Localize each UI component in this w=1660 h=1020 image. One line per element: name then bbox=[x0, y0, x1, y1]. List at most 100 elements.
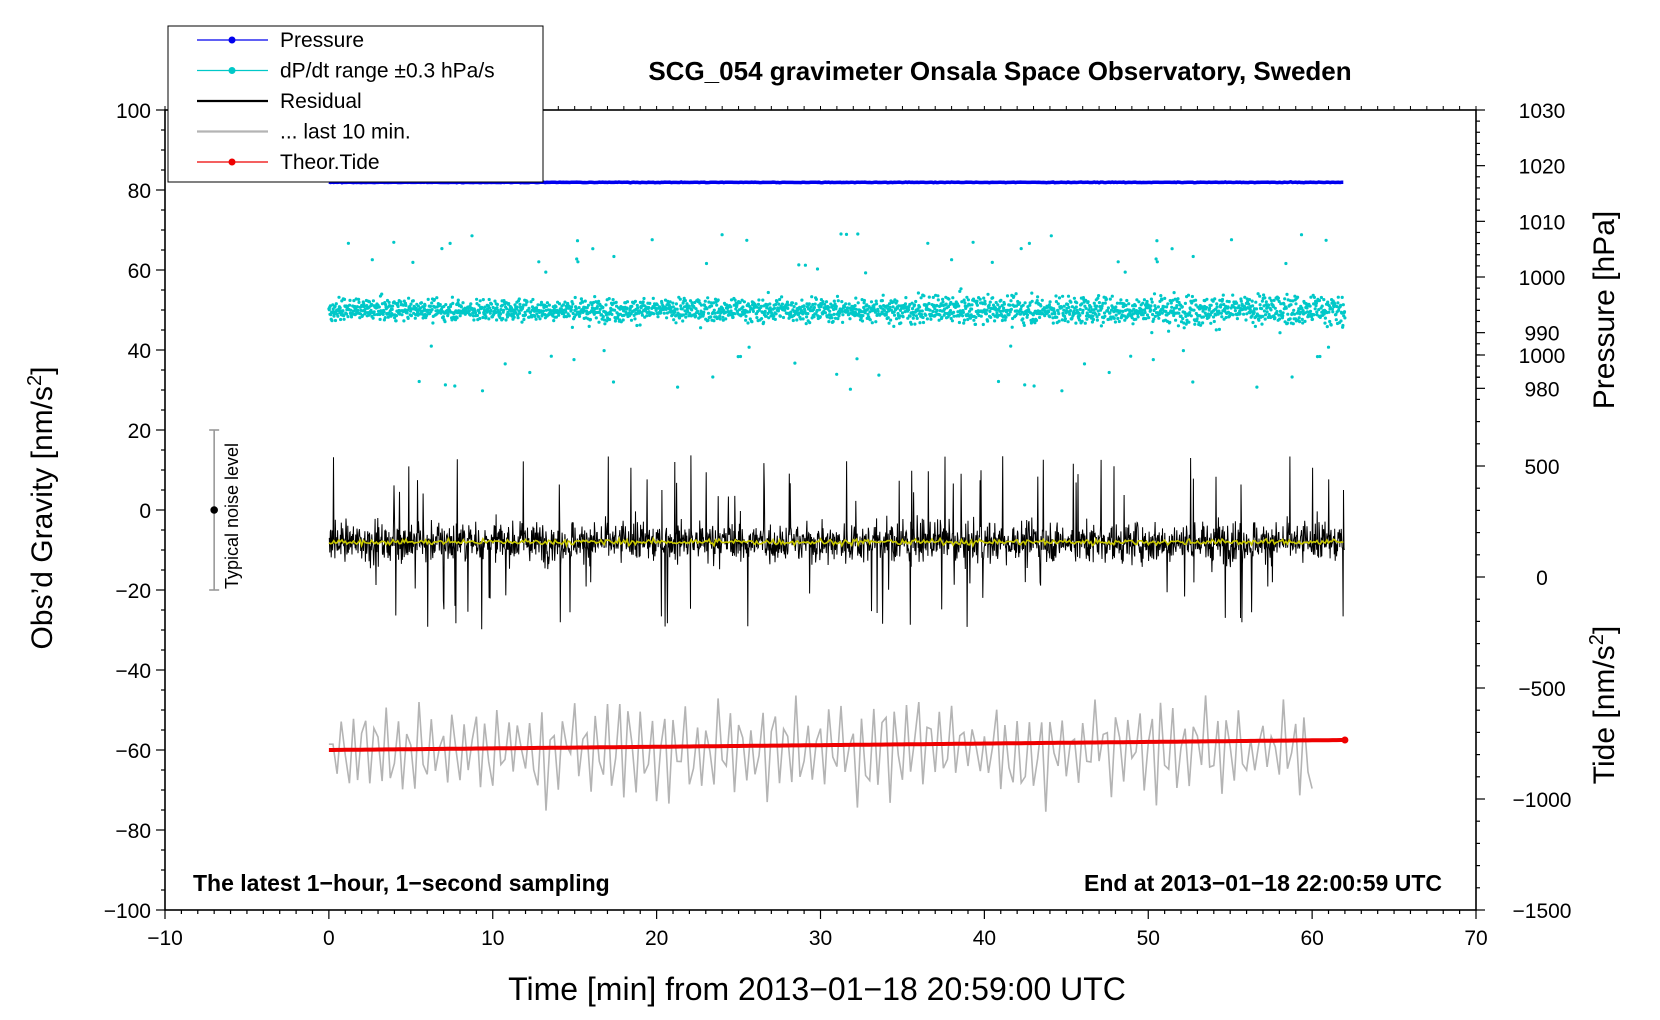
dpdt-point bbox=[1260, 299, 1264, 303]
dpdt-point bbox=[472, 318, 476, 322]
dpdt-point bbox=[603, 322, 607, 326]
dpdt-point bbox=[983, 299, 987, 303]
dpdt-point bbox=[430, 301, 434, 305]
dpdt-point bbox=[1085, 317, 1089, 321]
dpdt-point bbox=[702, 310, 706, 314]
dpdt-point bbox=[1107, 317, 1111, 321]
dpdt-point bbox=[796, 308, 800, 312]
dpdt-point bbox=[947, 297, 951, 301]
dpdt-point bbox=[1258, 303, 1262, 307]
dpdt-point bbox=[597, 310, 602, 314]
dpdt-point bbox=[1336, 301, 1340, 305]
dpdt-point bbox=[1060, 389, 1064, 393]
dpdt-point bbox=[1110, 294, 1114, 298]
dpdt-point bbox=[1054, 294, 1058, 298]
y-tick-label: −20 bbox=[115, 580, 151, 603]
dpdt-point bbox=[950, 319, 955, 323]
dpdt-point bbox=[1018, 301, 1022, 305]
dpdt-point bbox=[502, 308, 506, 312]
dpdt-point bbox=[512, 315, 516, 319]
dpdt-point bbox=[897, 304, 901, 308]
dpdt-point bbox=[351, 309, 356, 313]
dpdt-point bbox=[399, 300, 403, 304]
dpdt-point bbox=[1168, 299, 1172, 303]
dpdt-point bbox=[1324, 238, 1328, 242]
dpdt-point bbox=[1278, 331, 1282, 335]
dpdt-point bbox=[965, 295, 969, 299]
y-tick-label: 40 bbox=[128, 340, 151, 363]
dpdt-point bbox=[604, 303, 608, 307]
dpdt-point bbox=[718, 314, 722, 318]
dpdt-point bbox=[570, 305, 574, 309]
dpdt-point bbox=[774, 312, 778, 316]
dpdt-point bbox=[911, 316, 915, 320]
dpdt-point bbox=[729, 298, 734, 302]
dpdt-point bbox=[790, 301, 795, 305]
dpdt-point bbox=[451, 301, 455, 305]
legend-swatch-dot bbox=[228, 158, 236, 166]
dpdt-point bbox=[1242, 312, 1246, 316]
dpdt-point bbox=[1166, 302, 1170, 306]
dpdt-point bbox=[488, 311, 492, 315]
dpdt-point bbox=[554, 315, 559, 319]
dpdt-point bbox=[904, 296, 908, 300]
dpdt-point bbox=[975, 299, 979, 303]
legend-label: ... last 10 min. bbox=[280, 121, 411, 144]
dpdt-point bbox=[674, 302, 679, 306]
y-tick-label: 0 bbox=[139, 500, 151, 523]
dpdt-point bbox=[1209, 303, 1213, 307]
dpdt-point bbox=[757, 298, 761, 302]
dpdt-point bbox=[442, 304, 446, 309]
x-tick-label: 50 bbox=[1137, 927, 1160, 950]
dpdt-point bbox=[844, 232, 849, 236]
dpdt-point bbox=[928, 308, 932, 312]
dpdt-point bbox=[855, 357, 859, 361]
tide-tick-label: −500 bbox=[1518, 678, 1565, 701]
dpdt-point bbox=[1072, 296, 1076, 300]
dpdt-point bbox=[648, 301, 652, 305]
dpdt-point bbox=[856, 301, 860, 305]
dpdt-point bbox=[918, 305, 922, 309]
dpdt-point bbox=[1308, 309, 1313, 313]
x-tick-label: 0 bbox=[323, 927, 335, 950]
dpdt-point bbox=[910, 307, 915, 311]
plot-border bbox=[164, 109, 1477, 911]
dpdt-point bbox=[799, 317, 803, 321]
dpdt-point bbox=[793, 361, 797, 365]
dpdt-point bbox=[557, 302, 562, 306]
dpdt-point bbox=[761, 298, 765, 302]
dpdt-point bbox=[569, 308, 573, 312]
dpdt-point bbox=[772, 306, 777, 310]
dpdt-point bbox=[880, 310, 884, 314]
tide-tick-label: −1500 bbox=[1513, 900, 1572, 923]
dpdt-point bbox=[884, 313, 888, 317]
dpdt-point bbox=[1255, 385, 1259, 389]
dpdt-point bbox=[794, 311, 799, 315]
dpdt-point bbox=[1312, 313, 1316, 317]
dpdt-point bbox=[840, 300, 844, 304]
y-tick-label: −100 bbox=[104, 900, 151, 923]
dpdt-point bbox=[824, 300, 829, 304]
dpdt-point bbox=[578, 311, 582, 315]
dpdt-point bbox=[534, 317, 538, 321]
dpdt-point bbox=[847, 302, 851, 306]
dpdt-point bbox=[1293, 294, 1297, 298]
dpdt-point bbox=[776, 309, 781, 313]
dpdt-point bbox=[1323, 316, 1327, 320]
dpdt-point bbox=[1097, 301, 1101, 305]
dpdt-point bbox=[665, 311, 670, 315]
dpdt-point bbox=[978, 297, 982, 301]
dpdt-point bbox=[694, 314, 698, 318]
dpdt-point bbox=[642, 296, 646, 301]
dpdt-scatter bbox=[327, 232, 1347, 393]
dpdt-point bbox=[1267, 303, 1271, 307]
dpdt-point bbox=[866, 307, 870, 311]
dpdt-point bbox=[1039, 304, 1043, 308]
dpdt-point bbox=[1278, 317, 1282, 321]
dpdt-point bbox=[505, 315, 510, 319]
dpdt-point bbox=[804, 322, 808, 326]
legend-label: Pressure bbox=[280, 29, 364, 52]
dpdt-point bbox=[1005, 294, 1010, 298]
dpdt-point bbox=[756, 302, 761, 306]
dpdt-point bbox=[1208, 306, 1212, 310]
